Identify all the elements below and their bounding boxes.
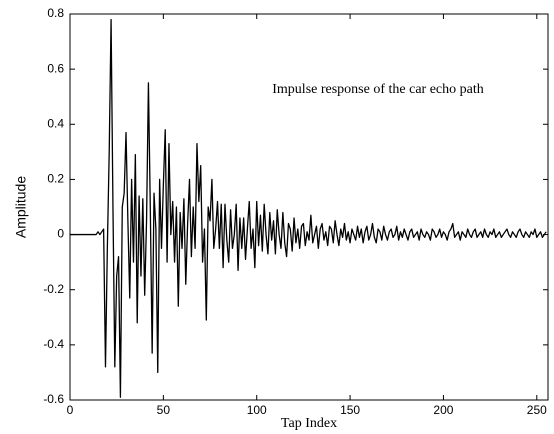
x-tick-label: 50 — [157, 403, 171, 417]
y-tick-label: 0 — [57, 227, 64, 241]
y-tick-label: 0.6 — [47, 61, 64, 75]
y-tick-label: 0.4 — [47, 116, 64, 130]
x-tick-label: 0 — [67, 403, 74, 417]
plot-frame — [69, 13, 549, 401]
data-line — [70, 18, 547, 398]
x-tick-label: 100 — [247, 403, 267, 417]
annotation: Impulse response of the car echo path — [272, 82, 483, 97]
x-tick-label: 250 — [527, 403, 547, 417]
x-tick-label: 150 — [340, 403, 360, 417]
y-tick-label: -0.4 — [43, 337, 64, 351]
y-tick-label: 0.8 — [47, 6, 64, 20]
y-tick-label: 0.2 — [47, 172, 64, 186]
y-axis-label: Amplitude — [13, 176, 29, 238]
y-tick-label: -0.6 — [43, 392, 64, 406]
x-axis-label: Tap Index — [281, 416, 337, 431]
x-tick-label: 200 — [433, 403, 453, 417]
y-tick-label: -0.2 — [43, 282, 64, 296]
